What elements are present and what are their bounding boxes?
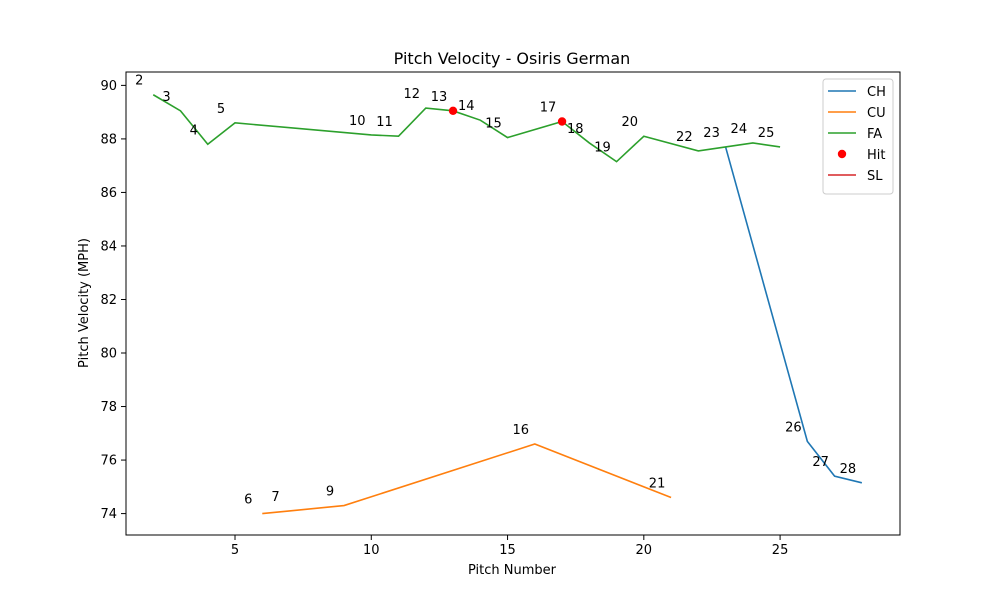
legend-label: Hit (867, 148, 885, 163)
y-tick-label: 88 (100, 132, 117, 147)
legend-marker (837, 149, 847, 159)
x-tick-label: 15 (499, 543, 516, 558)
pitch-number-label: 4 (190, 123, 198, 138)
pitch-number-label: 5 (217, 102, 225, 117)
y-tick-label: 82 (100, 293, 117, 308)
pitch-number-label: 18 (567, 122, 584, 137)
x-tick-label: 5 (231, 543, 239, 558)
pitch-number-label: 10 (349, 114, 366, 129)
pitch-number-label: 21 (649, 477, 666, 492)
pitch-number-label: 16 (513, 423, 530, 438)
hit-point (448, 106, 458, 116)
pitch-number-label: 14 (458, 99, 475, 114)
legend-label: CH (867, 85, 886, 100)
y-tick-label: 78 (100, 400, 117, 415)
pitch-number-label: 25 (758, 126, 775, 141)
y-tick-label: 90 (100, 79, 117, 94)
pitch-number-label: 26 (785, 420, 802, 435)
pitch-number-label: 15 (485, 117, 502, 132)
pitch-number-label: 28 (840, 462, 857, 477)
pitch-number-label: 9 (326, 485, 334, 500)
y-tick-label: 76 (100, 454, 117, 469)
legend-label: SL (867, 169, 883, 184)
y-tick-label: 84 (100, 239, 117, 254)
pitch-number-label: 20 (622, 115, 639, 130)
series-line-fa (152, 94, 781, 163)
legend-box (822, 78, 894, 195)
hit-point (557, 117, 567, 126)
x-tick-label: 25 (772, 543, 789, 558)
pitch-number-label: 11 (376, 115, 393, 130)
y-tick-label: 74 (100, 507, 117, 522)
pitch-number-label: 17 (540, 101, 557, 116)
series-line-cu (262, 443, 672, 515)
legend-label: FA (867, 127, 882, 142)
y-tick-label: 86 (100, 186, 117, 201)
legend-label: CU (867, 106, 886, 121)
legend: CH CU FA Hit SL (822, 78, 894, 195)
pitch-number-label: 3 (162, 90, 170, 105)
pitch-number-label: 13 (431, 90, 448, 105)
y-tick-label: 80 (100, 347, 117, 362)
pitch-number-label: 12 (404, 87, 421, 102)
pitch-number-label: 24 (731, 122, 748, 137)
x-tick-label: 10 (363, 543, 380, 558)
series-line-ch (724, 146, 863, 484)
x-axis-title: Pitch Number (468, 563, 557, 578)
pitch-number-label: 7 (271, 490, 279, 505)
y-axis-title: Pitch Velocity (MPH) (77, 238, 92, 368)
plot-frame (125, 71, 901, 536)
pitch-number-label: 27 (812, 455, 829, 470)
chart-title: Pitch Velocity - Osiris German (394, 49, 631, 68)
pitch-number-label: 23 (703, 126, 720, 141)
pitch-number-label: 2 (135, 74, 143, 89)
pitch-number-label: 6 (244, 493, 252, 508)
x-tick-label: 20 (636, 543, 653, 558)
pitch-number-label: 19 (594, 141, 611, 156)
pitch-number-label: 22 (676, 130, 693, 145)
